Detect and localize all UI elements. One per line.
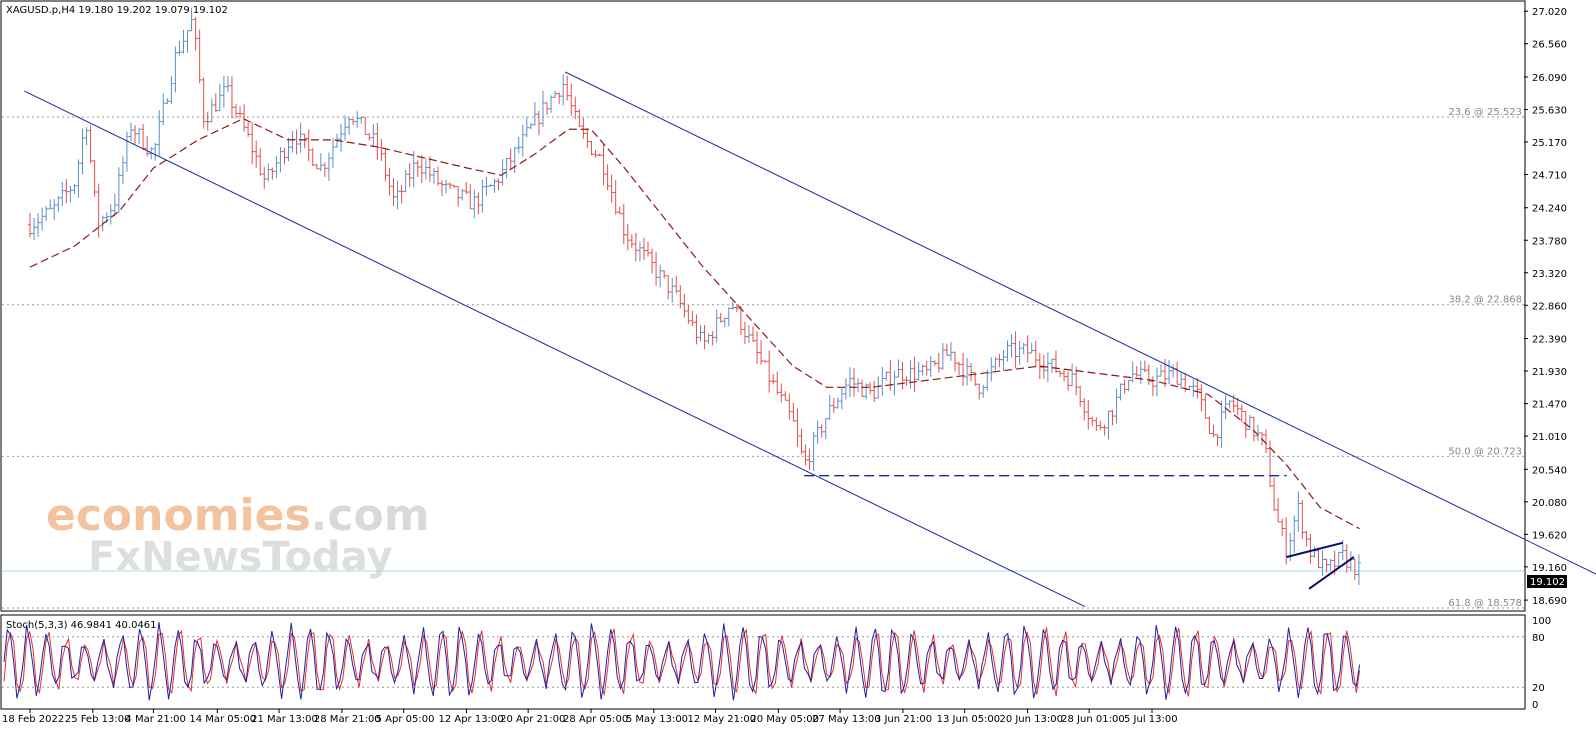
time-tick-label: 5 Apr 05:00 — [376, 714, 435, 725]
channel-lower-line — [24, 90, 1085, 607]
time-tick-label: 21 Mar 13:00 — [251, 714, 318, 725]
channel-upper-line — [564, 71, 1596, 575]
svg-text:FxNewsToday: FxNewsToday — [88, 534, 392, 580]
price-tick-label: 25.170 — [1532, 138, 1567, 149]
moving-average — [29, 117, 1360, 530]
trend-drawings[interactable] — [24, 71, 1596, 607]
wedge-lower-line — [1308, 556, 1355, 590]
time-tick-label: 18 Feb 2022 — [2, 714, 64, 725]
price-tick-label: 19.620 — [1532, 530, 1567, 541]
fib-level-label: 23.6 @ 25.523 — [1448, 107, 1522, 118]
price-tick-label: 21.930 — [1532, 367, 1567, 378]
price-tick-label: 21.010 — [1532, 432, 1567, 443]
time-tick-label: 12 Apr 13:00 — [438, 714, 503, 725]
price-tick-label: 18.690 — [1532, 596, 1567, 607]
fibonacci-levels: 23.6 @ 25.523 38.2 @ 22.868 50.0 @ 20.723 6… — [2, 107, 1524, 609]
symbol-header: XAGUSD.p,H4 19.180 19.202 19.079 19.102 — [6, 5, 228, 16]
time-tick-label: 5 Jul 13:00 — [1124, 714, 1178, 725]
time-tick-label: 28 Mar 21:00 — [314, 714, 381, 725]
price-tick-label: 25.630 — [1532, 105, 1567, 116]
stoch-main-line — [3, 622, 1361, 701]
time-tick-label: 28 Apr 05:00 — [563, 714, 628, 725]
svg-text:economies.com: economies.com — [46, 490, 430, 541]
time-tick-label: 20 Apr 21:00 — [500, 714, 565, 725]
time-tick-label: 4 Mar 21:00 — [125, 714, 185, 725]
price-tick-label: 21.470 — [1532, 400, 1567, 411]
price-tick-label: 26.090 — [1532, 73, 1567, 84]
price-tick-label: 26.560 — [1532, 40, 1567, 51]
stoch-label: Stoch(5,3,3) 46.9841 40.0461 — [6, 620, 157, 631]
price-tick-label: 23.320 — [1532, 269, 1567, 280]
stochastic-indicator: 100 80 20 0 — [2, 616, 1551, 711]
fib-level-label: 50.0 @ 20.723 — [1448, 446, 1522, 457]
time-tick-label: 14 Mar 05:00 — [189, 714, 256, 725]
fib-level-label: 38.2 @ 22.868 — [1448, 295, 1522, 306]
stoch-signal-line — [3, 627, 1361, 697]
price-tick-label: 24.710 — [1532, 171, 1567, 182]
time-tick-label: 28 Jun 01:00 — [1061, 714, 1125, 725]
price-tick-label: 24.240 — [1532, 204, 1567, 215]
price-tick-label: 19.160 — [1532, 563, 1567, 574]
price-tick-label: 22.860 — [1532, 301, 1567, 312]
time-axis: 18 Feb 2022 25 Feb 13:004 Mar 21:00 14 Mar… — [2, 709, 1178, 725]
price-tick-label: 23.780 — [1532, 236, 1567, 247]
time-tick-label: 20 May 05:00 — [750, 714, 819, 725]
time-tick-label: 12 May 21:00 — [688, 714, 757, 725]
price-tick-label: 20.080 — [1532, 498, 1567, 509]
stoch-pane — [0, 614, 1526, 710]
time-tick-label: 3 Jun 21:00 — [875, 714, 932, 725]
price-tick-label: 27.020 — [1532, 7, 1567, 18]
fib-level-label: 61.8 @ 18.578 — [1448, 598, 1522, 609]
price-tick-label: 22.390 — [1532, 335, 1567, 346]
stoch-tick-label: 0 — [1532, 700, 1538, 711]
wedge-upper-line — [1286, 541, 1343, 558]
price-tick-label: 20.540 — [1532, 465, 1567, 476]
time-tick-label: 27 May 13:00 — [812, 714, 881, 725]
moving-average-line — [29, 117, 1360, 530]
time-tick-label: 25 Feb 13:00 — [65, 714, 131, 725]
time-tick-label: 13 Jun 05:00 — [937, 714, 1001, 725]
candles — [28, 7, 1361, 585]
time-tick-label: 5 May 13:00 — [626, 714, 688, 725]
stoch-tick-label: 80 — [1532, 633, 1545, 644]
main-pane — [0, 0, 1526, 612]
watermark: economies.com FxNewsToday — [46, 490, 430, 580]
time-tick-label: 20 Jun 13:00 — [999, 714, 1063, 725]
current-price-tag: 19.102 — [1527, 575, 1567, 588]
price-axis: 27.020 26.560 26.090 25.630 25.170 24.710 24.2… — [1524, 7, 1567, 607]
stoch-tick-label: 100 — [1532, 616, 1551, 627]
current-price-value: 19.102 — [1530, 577, 1565, 588]
stoch-tick-label: 20 — [1532, 683, 1545, 694]
